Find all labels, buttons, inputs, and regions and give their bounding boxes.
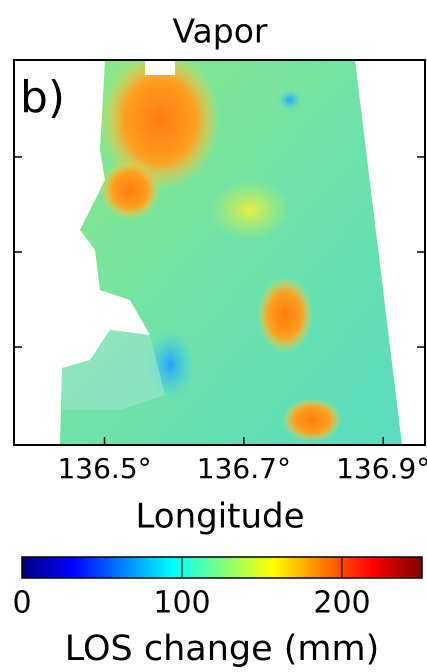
colorbar-tick-label: 100 [153,586,210,621]
x-tick-label: 136.9° [336,452,427,485]
x-tick-label: 136.5° [57,452,151,485]
colorbar-tick-label: 200 [313,586,370,621]
chart-title: Vapor [173,12,268,51]
colorbar-tick-label: 0 [12,586,31,621]
panel-label: b) [20,72,65,123]
x-tick-label: 136.7° [197,452,291,485]
x-axis-label: Longitude [135,497,304,537]
y-ticks [14,156,425,348]
colorbar [21,556,423,579]
colorbar-label: LOS change (mm) [65,629,380,669]
map-image [60,60,402,445]
